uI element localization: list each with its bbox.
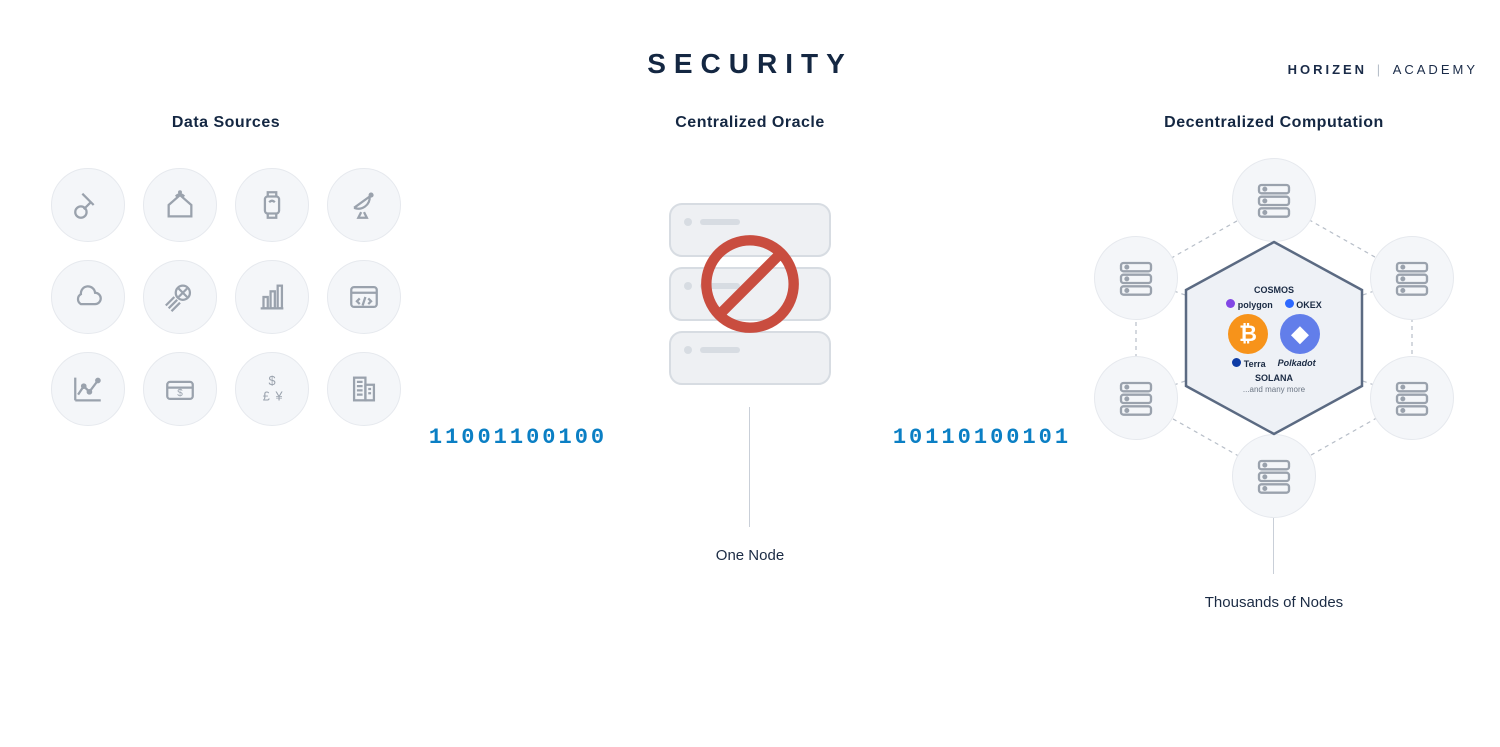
diagram-row: Data Sources xyxy=(0,80,1500,611)
col-data-sources: Data Sources xyxy=(36,114,416,426)
logo-cosmos: COSMOS xyxy=(1254,285,1294,295)
hexagon-center: COSMOS polygon OKEX ₿ ◆ Terra Polkadot S… xyxy=(1182,238,1366,438)
brand-separator: | xyxy=(1377,62,1383,77)
analytics-icon xyxy=(51,352,125,426)
smartwatch-icon xyxy=(235,168,309,242)
bitcoin-icon: ₿ xyxy=(1228,314,1268,354)
binary-right: 10110100101 xyxy=(893,425,1071,450)
cloud-icon xyxy=(51,260,125,334)
heading-decentralized: Decentralized Computation xyxy=(1164,114,1384,132)
server-node-icon xyxy=(1232,158,1316,242)
satellite-dish-icon xyxy=(327,168,401,242)
svg-text:$: $ xyxy=(177,388,183,399)
server-node-icon xyxy=(1232,434,1316,518)
caption-one-node: One Node xyxy=(716,547,784,564)
col-centralized-oracle: Centralized Oracle One Node xyxy=(620,114,880,564)
label-many-more: ...and many more xyxy=(1243,385,1305,394)
heading-data-sources: Data Sources xyxy=(172,114,280,132)
data-sources-grid: $ $£¥ xyxy=(51,168,401,426)
svg-text:¥: ¥ xyxy=(275,388,284,403)
connector-line xyxy=(1273,514,1274,574)
connector-line xyxy=(749,407,750,527)
server-node-icon xyxy=(1370,356,1454,440)
svg-text:£: £ xyxy=(263,388,270,403)
heading-centralized-oracle: Centralized Oracle xyxy=(675,114,825,132)
logo-okex: OKEX xyxy=(1285,299,1322,310)
bar-chart-icon xyxy=(235,260,309,334)
server-stack xyxy=(660,194,840,399)
code-window-icon xyxy=(327,260,401,334)
col-decentralized: Decentralized Computation xyxy=(1084,114,1464,611)
building-icon xyxy=(327,352,401,426)
brand-logo: HORIZEN | ACADEMY xyxy=(1288,62,1478,77)
smart-home-icon xyxy=(143,168,217,242)
logo-solana: SOLANA xyxy=(1255,373,1293,383)
sports-ball-icon xyxy=(143,260,217,334)
ethereum-icon: ◆ xyxy=(1280,314,1320,354)
logo-terra: Terra xyxy=(1232,358,1265,369)
page-title: SECURITY xyxy=(0,48,1500,80)
svg-text:$: $ xyxy=(268,373,275,388)
hexagon-contents: COSMOS polygon OKEX ₿ ◆ Terra Polkadot S… xyxy=(1192,250,1356,426)
brand-right: ACADEMY xyxy=(1393,62,1478,77)
caption-thousands-nodes: Thousands of Nodes xyxy=(1205,594,1343,611)
currency-icon: $£ ¥ xyxy=(235,352,309,426)
logo-polkadot: Polkadot xyxy=(1278,358,1316,368)
network-diagram: COSMOS polygon OKEX ₿ ◆ Terra Polkadot S… xyxy=(1094,158,1454,518)
server-node-icon xyxy=(1094,236,1178,320)
payment-card-icon: $ xyxy=(143,352,217,426)
brand-left: HORIZEN xyxy=(1288,62,1368,77)
thermometer-icon xyxy=(51,168,125,242)
binary-left: 11001100100 xyxy=(429,425,607,450)
cancel-icon xyxy=(698,232,802,341)
logo-polygon: polygon xyxy=(1226,299,1273,310)
server-node-icon xyxy=(1094,356,1178,440)
server-node-icon xyxy=(1370,236,1454,320)
